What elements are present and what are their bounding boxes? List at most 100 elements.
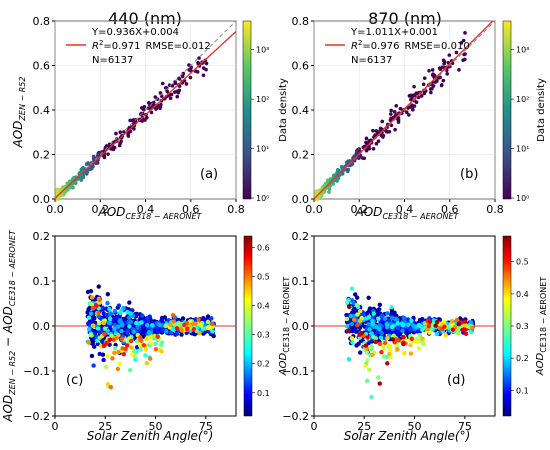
panel-c-point	[168, 322, 173, 328]
panel-d-point	[366, 295, 371, 301]
panel-c-point	[128, 319, 133, 325]
panel-d-xtick-label: 75	[458, 420, 472, 433]
panel-b-point	[427, 68, 431, 73]
panel-a-one-to-one-line	[54, 20, 237, 200]
panel-b-point	[441, 78, 446, 83]
panel-c-point	[89, 333, 94, 338]
panel-d-point	[369, 331, 374, 336]
panel-a-r2-exp: 2	[99, 39, 103, 47]
panel-d-point	[409, 336, 414, 342]
panel-c-xtick-label: 0	[52, 420, 59, 433]
panel-d-point	[349, 336, 355, 341]
panel-c-point	[129, 345, 134, 350]
panel-c-point	[191, 327, 197, 332]
panel-a-point	[167, 83, 172, 88]
panel-d-point	[356, 341, 361, 346]
panel-d-point	[371, 311, 376, 316]
panel-a-point	[155, 97, 160, 101]
panel-d-ytick-label: 0.2	[292, 230, 310, 243]
panel-c-point	[96, 310, 101, 316]
panel-c-label: (c)	[66, 373, 83, 388]
panel-c-point	[116, 349, 121, 355]
panel-d-point	[354, 295, 360, 300]
panel-b-point	[421, 82, 426, 87]
panel-a-point	[173, 79, 177, 84]
panel-d-xtick-label: 0	[311, 420, 318, 433]
panel-a-xtick-label: 0.4	[137, 203, 155, 216]
panel-c-ytick-label: 0.2	[33, 230, 51, 243]
panel-a-point	[184, 82, 189, 86]
panel-c-point	[116, 303, 122, 308]
panel-b-point	[364, 140, 368, 145]
panel-d-point	[454, 317, 460, 323]
panel-c-point	[137, 335, 143, 340]
panel-d-xlabel: Solar Zenith Angle(°)	[344, 429, 471, 443]
panel-c-point	[160, 328, 165, 333]
panel-d-point	[377, 341, 383, 346]
panel-c-point	[125, 330, 130, 335]
panel-c-point	[133, 357, 138, 363]
panel-d-point	[396, 329, 401, 335]
panel-c-point	[105, 292, 111, 297]
panel-d-point	[377, 381, 382, 386]
panel-b-point	[439, 83, 444, 88]
panel-c-point	[105, 382, 111, 387]
panel-c-point	[88, 289, 94, 294]
panel-a-point	[165, 89, 170, 94]
panel-c-point	[126, 315, 132, 321]
panel-b-colorbar-tick-label: 10³	[516, 46, 529, 55]
panel-d-point	[370, 352, 375, 358]
panel-d-point	[462, 327, 468, 332]
panel-b-point	[463, 31, 467, 35]
panel-c-xtick-label: 50	[149, 420, 163, 433]
panel-d-point	[395, 346, 400, 352]
panel-c-point	[102, 326, 108, 331]
panel-c-point	[125, 310, 130, 315]
panel-b-point	[406, 113, 411, 117]
panel-c-point	[123, 346, 128, 352]
panel-b-r2-exp: 2	[358, 39, 362, 47]
panel-d-ytick-label: −0.1	[282, 365, 309, 378]
panel-b-point	[422, 76, 427, 80]
panel-d-point	[427, 319, 433, 325]
panel-d-point	[344, 300, 350, 305]
panel-b-label: (b)	[460, 167, 478, 182]
panel-d-point	[388, 312, 394, 317]
panel-c-point	[130, 308, 135, 313]
panel-d-xtick-label: 25	[357, 420, 371, 433]
panel-d-point	[387, 343, 392, 348]
panel-c-point	[209, 316, 214, 321]
panel-c-point	[112, 308, 118, 314]
panel-c-point	[102, 343, 107, 348]
panel-d-point	[377, 307, 382, 312]
panel-d-ytick-label: −0.2	[282, 410, 309, 423]
panel-d-point	[443, 333, 448, 338]
panel-d-colorbar-label-sub: CE318 − AERONET	[539, 277, 548, 353]
panel-a-label: (a)	[200, 167, 218, 182]
panel-d-point	[408, 351, 414, 356]
panel-b-colorbar-label: Data density	[536, 78, 547, 142]
panel-d-point	[415, 339, 420, 345]
panel-a-n: N=6137	[92, 55, 133, 66]
panel-d-colorbar	[502, 235, 512, 417]
panel-d-point	[408, 327, 413, 332]
panel-a-point	[201, 66, 206, 70]
panel-c-xtick-label: 75	[199, 420, 213, 433]
panel-c-point	[108, 311, 114, 316]
panel-b-xtick-label: 0.8	[486, 203, 504, 216]
panel-b-point	[461, 38, 466, 43]
panel-c-point	[134, 320, 139, 326]
panel-c-point	[155, 329, 161, 334]
panel-d-point	[396, 337, 401, 343]
panel-b-point	[325, 179, 330, 183]
panel-b-point	[392, 110, 397, 114]
panel-d-point	[420, 327, 425, 332]
panel-c-point	[106, 320, 112, 325]
panel-c-point	[124, 343, 130, 348]
panel-b-point	[428, 87, 433, 91]
panel-d-point	[417, 332, 422, 338]
panel-c-point	[205, 319, 211, 325]
panel-d-point	[357, 318, 363, 323]
panel-c-point	[89, 302, 95, 307]
panel-b-point	[344, 160, 349, 165]
